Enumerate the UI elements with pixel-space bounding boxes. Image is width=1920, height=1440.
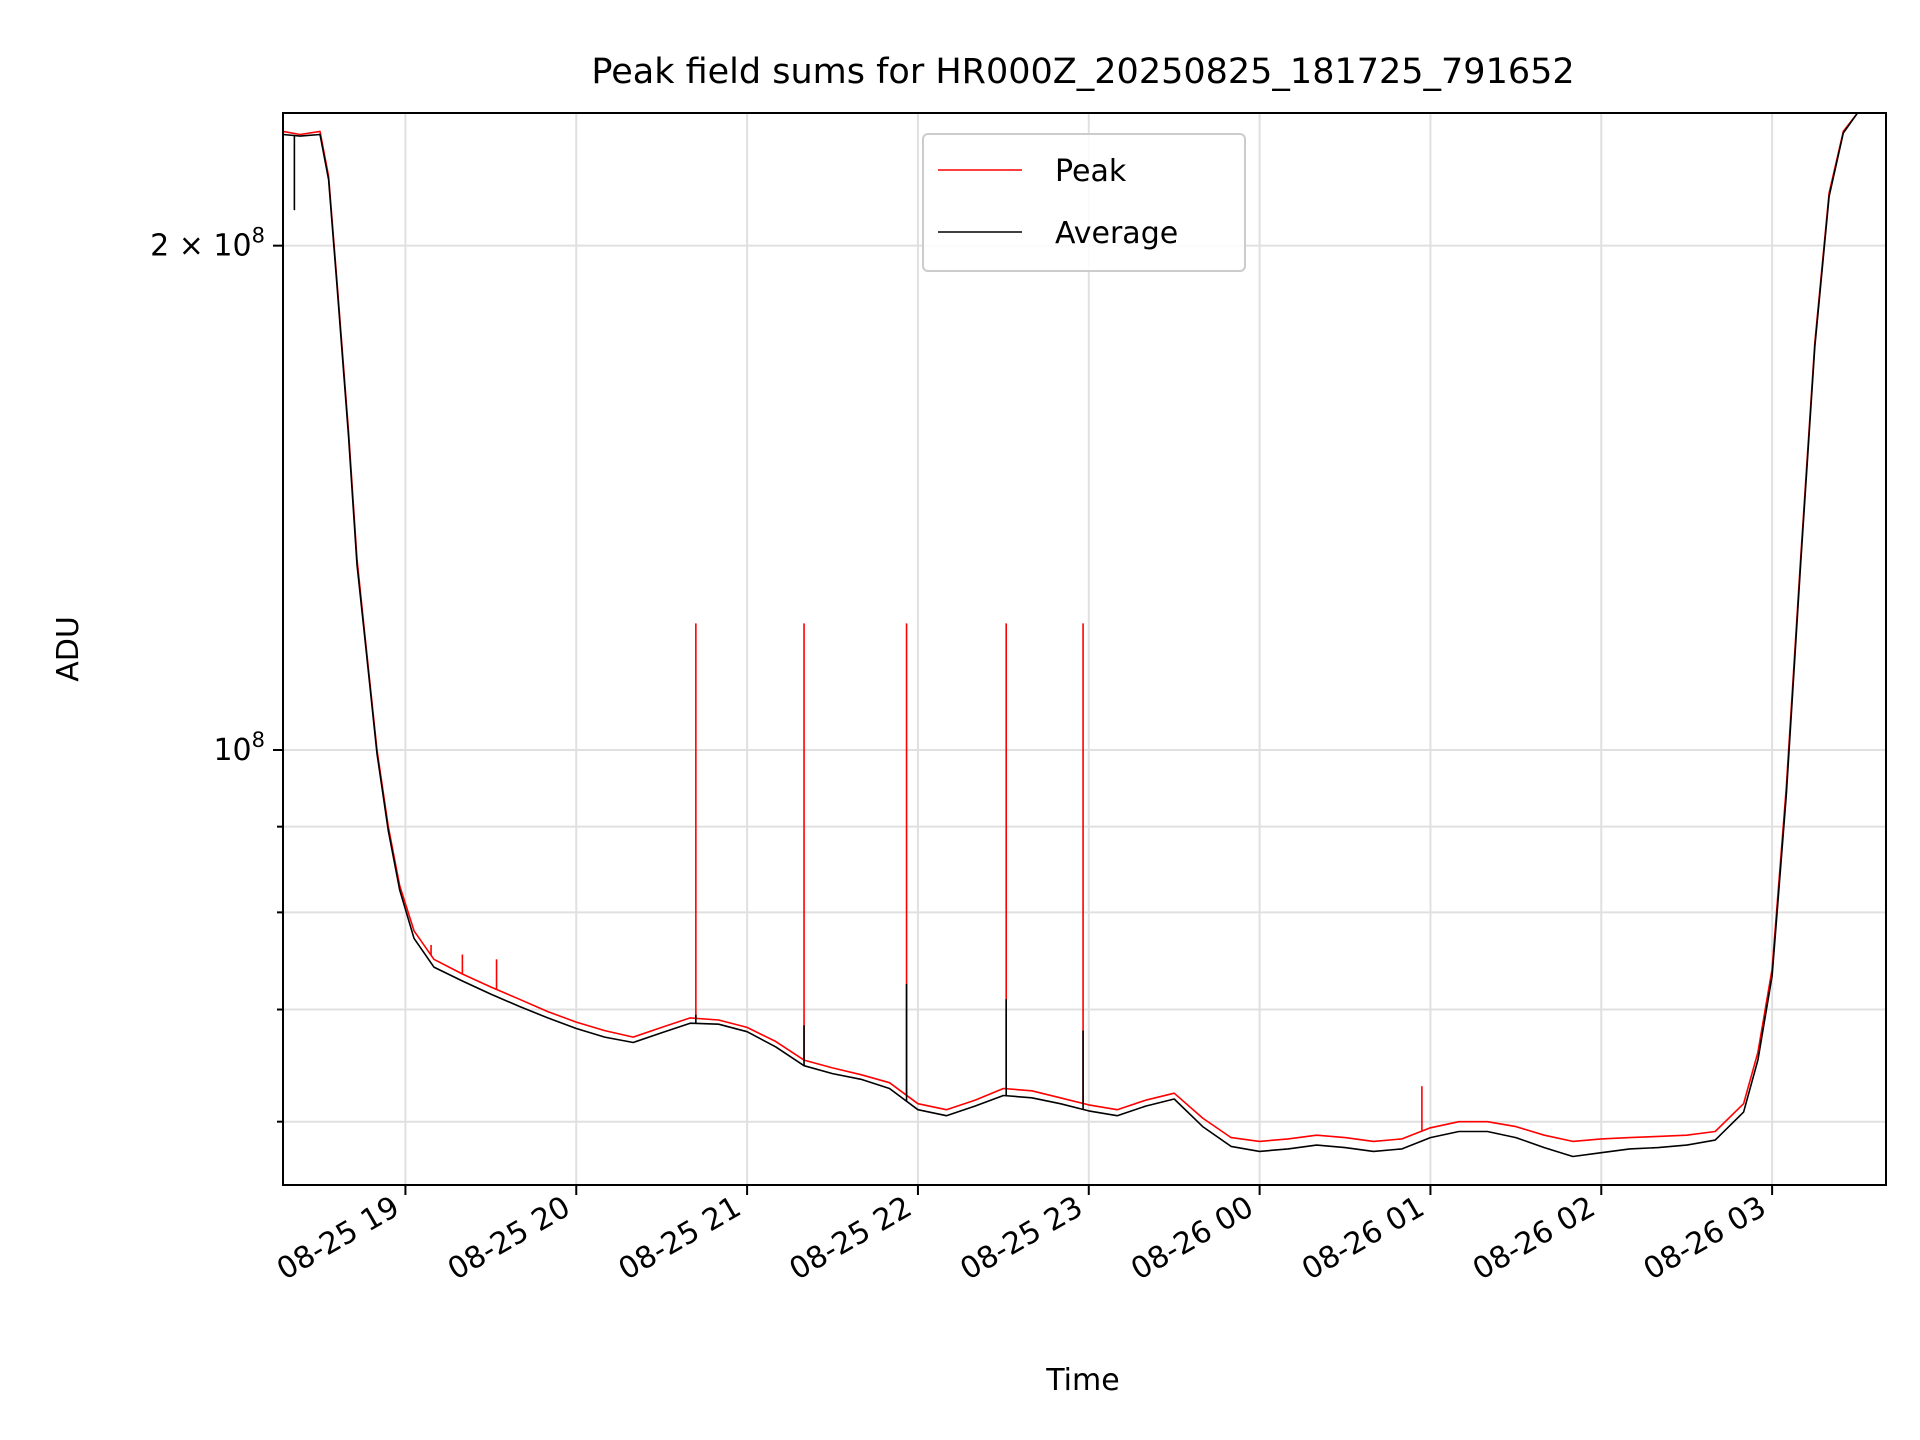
x-axis-label: Time: [1045, 1363, 1119, 1398]
legend-label-peak: Peak: [1055, 154, 1127, 189]
series-layer: [283, 113, 1859, 1158]
series-line-peak: [283, 113, 1859, 1143]
legend-label-average: Average: [1055, 216, 1178, 251]
series-line-average: [283, 113, 1859, 1158]
legend-box: [922, 133, 1246, 272]
plot-frame: [282, 112, 1887, 1186]
y-axis-label: ADU: [51, 616, 86, 682]
chart-title: Peak field sums for HR000Z_20250825_1817…: [591, 52, 1574, 92]
legend: Peak Average: [922, 133, 1246, 272]
y-tick-label: 2 × 108: [150, 224, 265, 264]
